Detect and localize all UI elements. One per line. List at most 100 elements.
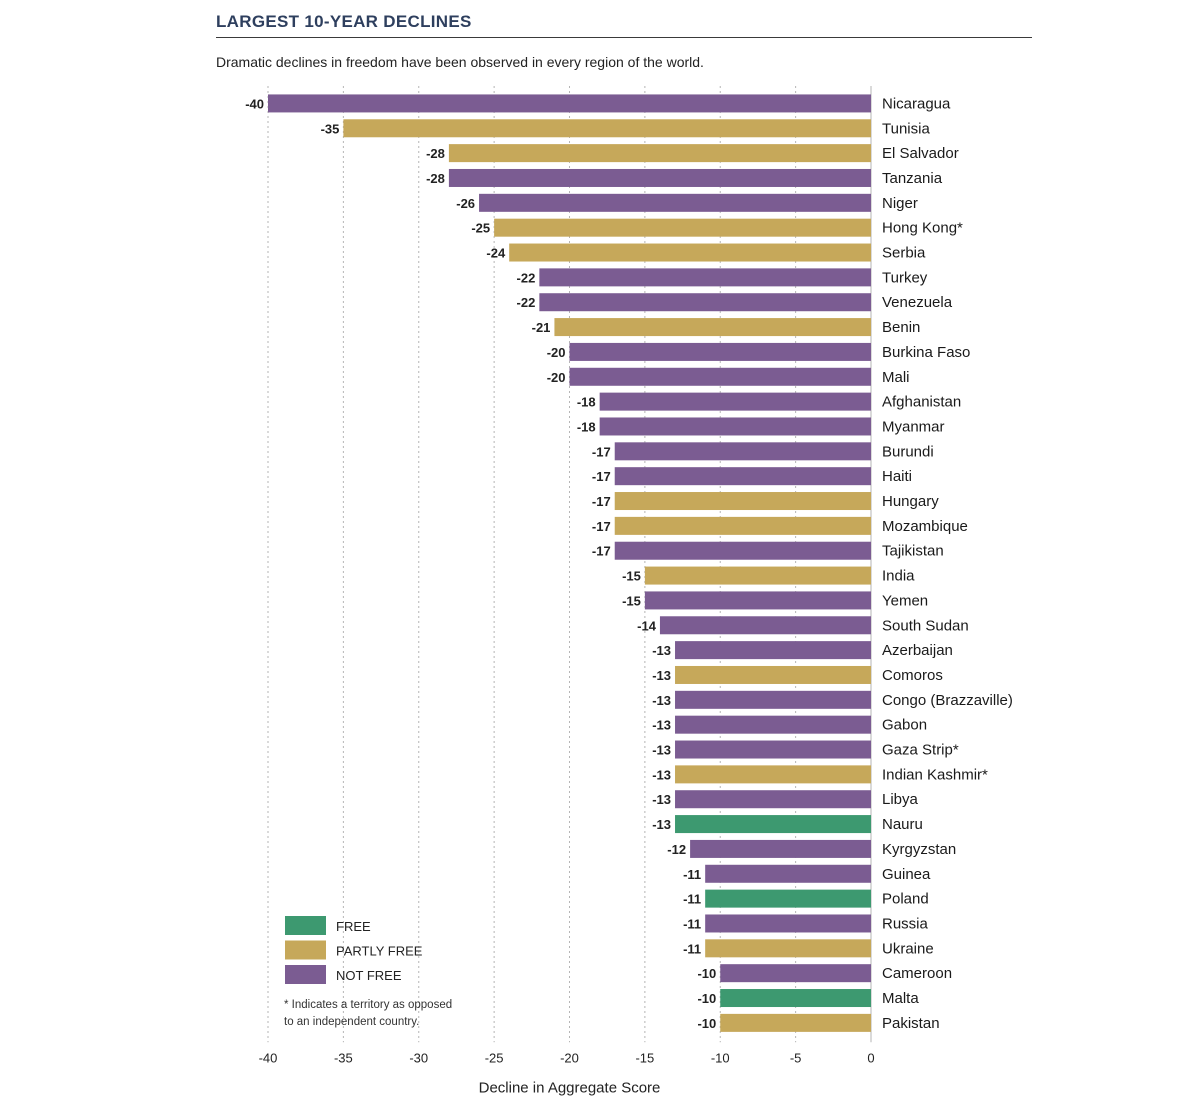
labels: -40 Nicaragua -35 Tunisia -28 El Salvador -28 T… [245, 95, 1013, 1031]
value-label: -10 [697, 991, 716, 1006]
bar [705, 939, 871, 958]
bar [675, 790, 871, 809]
value-label: -13 [652, 693, 671, 708]
bar [343, 119, 871, 138]
value-label: -24 [486, 246, 506, 261]
value-label: -20 [547, 345, 566, 360]
value-label: -17 [592, 494, 611, 509]
category-label: Guinea [882, 866, 931, 883]
bar [614, 442, 871, 461]
value-label: -13 [652, 767, 671, 782]
bar [720, 989, 871, 1008]
category-label: Burkina Faso [882, 344, 970, 361]
category-label: Mozambique [882, 518, 968, 535]
bar [599, 392, 871, 411]
value-label: -13 [652, 643, 671, 658]
bar [675, 641, 871, 660]
bar [479, 193, 871, 212]
category-label: Serbia [882, 245, 926, 262]
category-label: Libya [882, 791, 919, 808]
value-label: -21 [532, 320, 551, 335]
legend-label: NOT FREE [336, 968, 402, 983]
value-label: -12 [667, 842, 686, 857]
bar [599, 417, 871, 436]
bar [720, 964, 871, 983]
x-tick-label: -15 [635, 1050, 654, 1065]
bar [614, 516, 871, 535]
category-label: Indian Kashmir* [882, 766, 988, 783]
bar [268, 94, 871, 113]
value-label: -17 [592, 544, 611, 559]
value-label: -22 [517, 270, 536, 285]
category-label: Gaza Strip* [882, 742, 959, 759]
territory-note: * Indicates a territory as opposed to an … [284, 999, 452, 1028]
category-label: Myanmar [882, 418, 945, 435]
value-label: -18 [577, 419, 596, 434]
bar [675, 815, 871, 834]
x-tick-label: -40 [259, 1050, 278, 1065]
bar [675, 740, 871, 759]
value-label: -15 [622, 593, 641, 608]
category-label: Pakistan [882, 1015, 940, 1032]
category-label: Congo (Brazzaville) [882, 692, 1013, 709]
value-label: -13 [652, 743, 671, 758]
category-label: Hungary [882, 493, 939, 510]
bar [675, 690, 871, 709]
bar [448, 144, 871, 163]
bar [554, 318, 871, 337]
bar [614, 492, 871, 511]
category-label: Mali [882, 369, 910, 386]
value-label: -17 [592, 469, 611, 484]
value-label: -40 [245, 96, 264, 111]
bar [569, 367, 871, 386]
x-tick-label: -30 [409, 1050, 428, 1065]
value-label: -17 [592, 444, 611, 459]
value-label: -11 [683, 892, 701, 907]
category-label: Hong Kong* [882, 220, 963, 237]
value-label: -35 [321, 121, 340, 136]
category-label: Turkey [882, 269, 928, 286]
bar [614, 541, 871, 560]
category-label: Tajikistan [882, 543, 944, 560]
x-axis-title: Decline in Aggregate Score [479, 1079, 661, 1096]
bar [690, 839, 871, 858]
value-label: -13 [652, 718, 671, 733]
x-tick-label: -5 [790, 1050, 802, 1065]
bar [494, 218, 871, 237]
bar [705, 889, 871, 908]
chart-subtitle: Dramatic declines in freedom have been o… [216, 54, 704, 70]
category-label: Malta [882, 990, 919, 1007]
category-label: Azerbaijan [882, 642, 953, 659]
bar [614, 467, 871, 486]
value-label: -22 [517, 295, 536, 310]
category-label: Cameroon [882, 965, 952, 982]
category-label: India [882, 568, 915, 585]
bar [675, 765, 871, 784]
category-label: El Salvador [882, 145, 959, 162]
legend: FREE PARTLY FREE NOT FREE * Indicates a ter… [284, 916, 452, 1028]
bar [644, 591, 871, 610]
category-label: Comoros [882, 667, 943, 684]
bar [675, 665, 871, 684]
legend-swatch [285, 965, 326, 984]
bar [659, 616, 871, 635]
bar [509, 243, 871, 262]
category-label: Tanzania [882, 170, 943, 187]
category-label: Nauru [882, 816, 923, 833]
category-label: Nicaragua [882, 95, 951, 112]
category-label: Yemen [882, 592, 928, 609]
category-label: Tunisia [882, 120, 930, 137]
value-label: -25 [471, 221, 490, 236]
value-label: -18 [577, 395, 596, 410]
category-label: Venezuela [882, 294, 953, 311]
value-label: -10 [697, 966, 716, 981]
category-label: Russia [882, 915, 929, 932]
value-label: -17 [592, 519, 611, 534]
category-label: Afghanistan [882, 394, 961, 411]
x-tick-label: 0 [867, 1050, 874, 1065]
value-label: -28 [426, 171, 445, 186]
bar [675, 715, 871, 734]
category-label: Benin [882, 319, 920, 336]
value-label: -20 [547, 370, 566, 385]
value-label: -13 [652, 817, 671, 832]
